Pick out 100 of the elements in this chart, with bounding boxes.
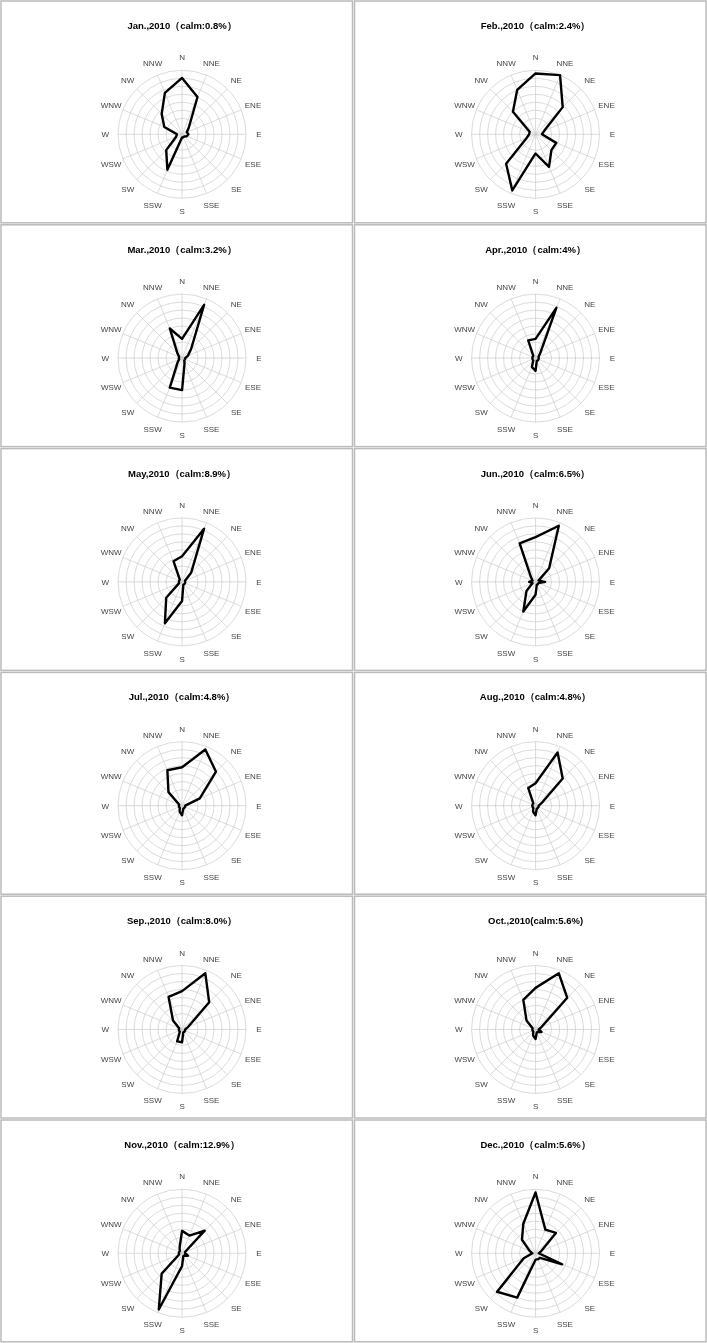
chart-title: Aug.,2010（calm:4.8%） <box>479 691 592 703</box>
spoke-label: S <box>179 1102 185 1112</box>
spoke-label: SSW <box>143 872 163 882</box>
spoke-label: NNW <box>496 59 517 69</box>
spoke-label: NNW <box>496 730 517 740</box>
spoke-label: S <box>532 207 539 217</box>
spoke-label: NW <box>121 75 135 85</box>
spoke-label: N <box>532 948 539 958</box>
spoke-label: W <box>101 354 110 364</box>
spoke-label: W <box>454 1249 463 1259</box>
spoke-label: NW <box>121 523 135 533</box>
spoke-label: NNW <box>143 1178 163 1188</box>
spoke-label: SE <box>231 855 242 865</box>
spoke-label: W <box>101 1249 110 1259</box>
spoke-label: N <box>179 1172 186 1182</box>
spoke-label: SW <box>121 632 135 642</box>
spoke-label: NNE <box>203 59 220 69</box>
spoke-label: NNE <box>556 59 574 69</box>
spoke-label: WSW <box>454 607 476 617</box>
spoke-label: ENE <box>244 772 262 782</box>
spoke-label: ESE <box>245 159 262 169</box>
spoke-label: WNW <box>454 1219 476 1229</box>
spoke-label: SE <box>231 632 242 642</box>
spoke-label: S <box>179 430 185 440</box>
spoke-label: E <box>609 1025 616 1035</box>
spoke-label: SE <box>231 408 242 418</box>
spoke-label: N <box>179 53 186 63</box>
spoke-label: E <box>256 354 262 364</box>
spoke-label: SE <box>584 632 596 642</box>
spoke-label: WSW <box>454 1054 476 1064</box>
spoke-label: SW <box>121 408 135 418</box>
spoke-label: NW <box>121 1194 135 1204</box>
spoke-label: SSW <box>143 425 163 435</box>
spoke-label: N <box>532 1172 539 1182</box>
spoke-label: NW <box>474 747 489 757</box>
spoke-label: NW <box>121 747 135 757</box>
spoke-label: ENE <box>598 100 615 110</box>
spoke-label: WSW <box>100 159 122 169</box>
spoke-label: NNE <box>556 730 574 740</box>
spoke-label: E <box>256 130 262 140</box>
spoke-label: W <box>454 130 463 140</box>
spoke-label: NE <box>584 747 596 757</box>
chart-title: Jun.,2010（calm:6.5%） <box>480 467 591 479</box>
chart-title: Nov.,2010（calm:12.9%） <box>124 1139 240 1150</box>
spoke-label: W <box>101 577 110 587</box>
spoke-label: NNE <box>203 283 220 293</box>
spoke-label: NW <box>474 523 489 533</box>
spoke-label: WSW <box>454 159 476 169</box>
chart-title: Feb.,2010（calm:2.4%） <box>480 20 591 31</box>
spoke-label: ESE <box>598 383 615 393</box>
spoke-label: ENE <box>244 100 262 110</box>
spoke-label: N <box>532 277 539 287</box>
spoke-label: NNE <box>203 506 220 516</box>
spoke-label: SSW <box>497 201 516 211</box>
spoke-label: E <box>609 801 616 811</box>
spoke-label: SE <box>231 184 242 194</box>
spoke-label: SE <box>231 1079 242 1089</box>
spoke-label: ENE <box>598 324 615 334</box>
spoke-label: ENE <box>598 1219 615 1229</box>
spoke-label: SSW <box>497 648 516 658</box>
spoke-label: E <box>256 577 262 587</box>
spoke-label: NE <box>230 75 242 85</box>
spoke-label: WNW <box>100 996 122 1006</box>
chart-title: Mar.,2010（calm:3.2%） <box>127 243 237 255</box>
spoke-label: SSE <box>203 1096 220 1106</box>
spoke-label: NW <box>474 299 489 309</box>
spoke-label: NE <box>230 1194 242 1204</box>
spoke-label: NNW <box>496 283 517 293</box>
spoke-label: E <box>256 801 262 811</box>
spoke-label: SSE <box>556 425 573 435</box>
spoke-label: ESE <box>245 831 262 841</box>
spoke-label: ENE <box>244 324 262 334</box>
spoke-label: NNW <box>496 954 517 964</box>
spoke-label: SW <box>121 184 135 194</box>
chart-title: Jan.,2010（calm:0.8%） <box>127 20 237 31</box>
spoke-label: WNW <box>454 548 476 558</box>
spoke-label: E <box>256 1025 262 1035</box>
spoke-label: SSW <box>143 201 163 211</box>
spoke-label: WNW <box>100 548 122 558</box>
spoke-label: NNW <box>143 954 163 964</box>
spoke-label: SE <box>584 855 596 865</box>
spoke-label: NNE <box>556 283 574 293</box>
spoke-label: NW <box>474 1194 489 1204</box>
spoke-label: NNW <box>143 59 163 69</box>
spoke-label: SSE <box>203 201 220 211</box>
spoke-label: N <box>179 277 186 287</box>
spoke-label: NW <box>474 971 489 981</box>
spoke-label: NNW <box>143 283 163 293</box>
spoke-label: SSE <box>556 648 573 658</box>
chart-title: May,2010（calm:8.9%） <box>128 467 237 479</box>
spoke-label: WSW <box>100 1278 122 1288</box>
spoke-label: N <box>179 948 186 958</box>
spoke-label: WNW <box>454 996 476 1006</box>
spoke-label: WSW <box>454 383 476 393</box>
spoke-label: S <box>179 1326 185 1336</box>
spoke-label: WNW <box>100 1219 122 1229</box>
spoke-label: NNE <box>556 954 574 964</box>
spoke-label: NE <box>584 299 596 309</box>
spoke-label: SSW <box>143 1096 163 1106</box>
spoke-label: ENE <box>598 548 615 558</box>
